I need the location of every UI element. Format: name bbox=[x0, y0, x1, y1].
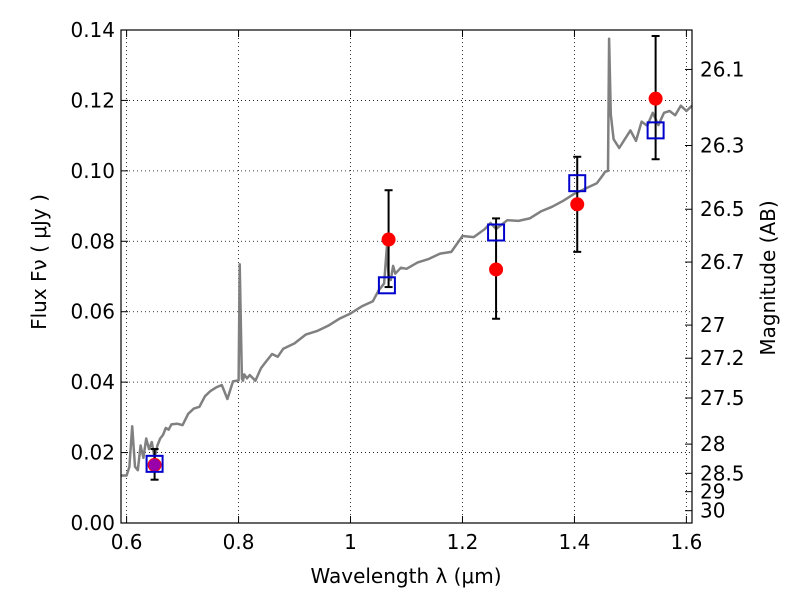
model-flux-square bbox=[568, 174, 587, 193]
y-tick-label: 0.06 bbox=[70, 300, 115, 324]
model-flux-square bbox=[487, 223, 506, 242]
y-tick-label: 0.12 bbox=[70, 88, 115, 112]
y2-tick-label: 29 bbox=[700, 480, 725, 504]
x-tick-label: 1 bbox=[344, 530, 357, 554]
x-tick-label: 0.8 bbox=[223, 530, 255, 554]
y2-tick-label: 27.2 bbox=[700, 346, 745, 370]
y-tick-label: 0.14 bbox=[70, 18, 115, 42]
y-tick-label: 0.04 bbox=[70, 370, 115, 394]
y2-tick-label: 27 bbox=[700, 313, 725, 337]
tick-labels-layer: 0.6 0.8 1 1.2 1.4 1.6 0.00 0.02 0.04 0.06 0.08 0.10… bbox=[70, 18, 744, 554]
model-flux-square bbox=[646, 121, 665, 140]
y2-tick-label: 26.5 bbox=[700, 197, 745, 221]
model-flux-square bbox=[377, 276, 396, 295]
grid-lines bbox=[121, 30, 692, 523]
y-tick-label: 0.08 bbox=[70, 229, 115, 253]
x-tick-label: 1.4 bbox=[559, 530, 591, 554]
y-axis-label: Flux Fν ( μJy ) bbox=[27, 194, 51, 330]
y2-tick-label: 26.7 bbox=[700, 250, 745, 274]
y2-tick-label: 27.5 bbox=[700, 386, 745, 410]
model-flux-square bbox=[145, 454, 164, 473]
y2-tick-label: 26.1 bbox=[700, 57, 745, 81]
y-tick-label: 0.10 bbox=[70, 159, 115, 183]
observed-flux-point bbox=[648, 91, 663, 106]
y2-tick-label: 28.5 bbox=[700, 461, 745, 485]
plot-frame bbox=[120, 29, 693, 524]
x-tick-label: 1.2 bbox=[447, 530, 479, 554]
x-tick-label: 0.6 bbox=[111, 530, 143, 554]
x-axis-label: Wavelength λ (μm) bbox=[310, 564, 501, 588]
observed-flux-point bbox=[570, 197, 585, 212]
model-spectrum-layer bbox=[121, 37, 693, 477]
model-spectrum-line bbox=[121, 37, 693, 477]
y2-tick-label: 28 bbox=[700, 432, 725, 456]
data-markers-layer bbox=[145, 34, 665, 481]
y2-tick-label: 30 bbox=[700, 499, 725, 523]
axes-layer bbox=[120, 29, 693, 524]
y-tick-label: 0.00 bbox=[70, 511, 115, 535]
overlap-point bbox=[148, 458, 161, 471]
y-tick-label: 0.02 bbox=[70, 441, 115, 465]
right-y-axis-label: Magnitude (AB) bbox=[756, 200, 780, 355]
observed-flux-point bbox=[381, 232, 396, 247]
y2-tick-label: 26.3 bbox=[700, 134, 745, 158]
x-tick-label: 1.6 bbox=[670, 530, 702, 554]
observed-flux-point bbox=[489, 262, 504, 277]
